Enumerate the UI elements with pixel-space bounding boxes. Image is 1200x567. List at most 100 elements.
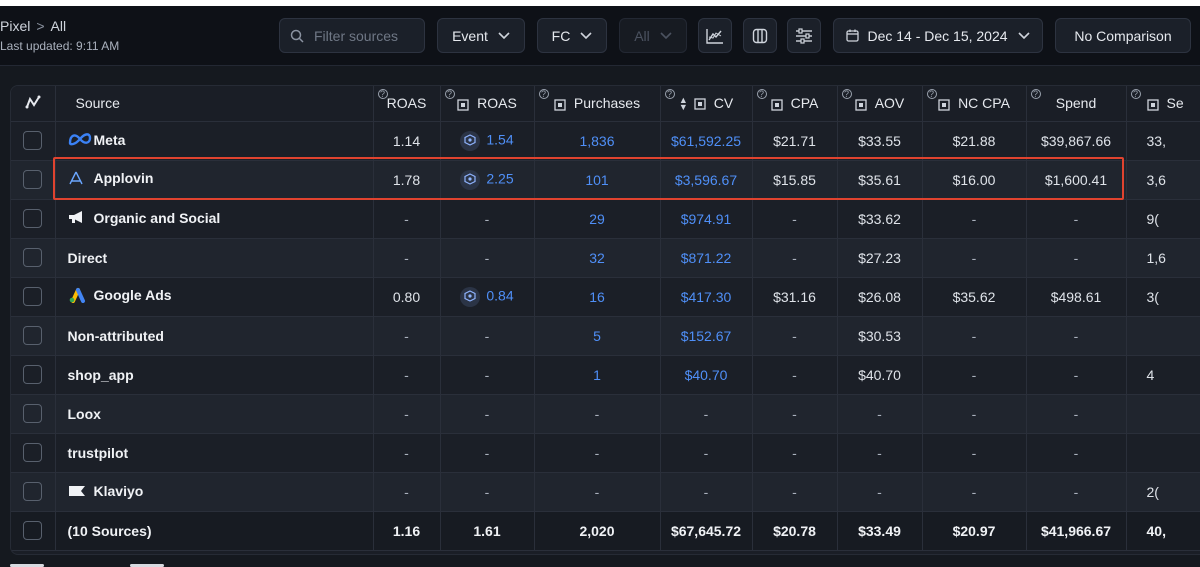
- total-roas-value: 1.16: [392, 522, 421, 539]
- purchases-cell[interactable]: 1: [534, 355, 661, 395]
- cpa-cell-value: -: [792, 483, 797, 500]
- column-header-nc-cpa[interactable]: ? NC CPA: [922, 86, 1027, 122]
- purchases-cell[interactable]: 101: [534, 160, 661, 200]
- checkbox[interactable]: [23, 287, 43, 306]
- settings-sliders-button[interactable]: [787, 18, 821, 53]
- row-checkbox[interactable]: [11, 238, 56, 278]
- purchases-cell[interactable]: 1,836: [534, 121, 661, 161]
- table-row[interactable]: Google Ads 0.80 0.84 16 $417.30 $31.16 $26.08 $…: [11, 277, 1200, 317]
- aov-cell: $33.55: [837, 121, 923, 161]
- column-header-cv[interactable]: ? ▲ ▼ CV: [660, 86, 753, 122]
- roas-model-cell: -: [440, 316, 535, 356]
- table-row[interactable]: Non-attributed - - 5 $152.67 - $30.53 - -: [11, 316, 1200, 356]
- se-cell: 33,: [1126, 121, 1200, 161]
- column-header-roas[interactable]: ? ROAS: [373, 86, 441, 122]
- fc-dropdown[interactable]: FC: [537, 18, 607, 53]
- purchases-cell[interactable]: 16: [534, 277, 661, 317]
- bottom-strip: [0, 555, 1200, 567]
- checkbox[interactable]: [23, 482, 43, 501]
- table-row[interactable]: Meta 1.14 1.54 1,836 $61,592.25 $21.71 $33.55 $…: [11, 121, 1200, 161]
- row-checkbox[interactable]: [11, 433, 56, 473]
- purchases-cell[interactable]: 5: [534, 316, 661, 356]
- cv-cell[interactable]: $974.91: [660, 199, 753, 239]
- calendar-icon: [846, 29, 860, 42]
- cv-cell[interactable]: $152.67: [660, 316, 753, 356]
- row-checkbox[interactable]: [11, 511, 56, 551]
- cv-cell[interactable]: $3,596.67: [660, 160, 753, 200]
- applovin-icon: [68, 171, 83, 185]
- date-range-picker[interactable]: Dec 14 - Dec 15, 2024: [833, 18, 1043, 53]
- source-cell[interactable]: Meta: [55, 121, 374, 161]
- table-row[interactable]: Direct - - 32 $871.22 - $27.23 - - 1,6: [11, 238, 1200, 278]
- source-cell[interactable]: Klaviyo: [55, 472, 374, 512]
- source-cell[interactable]: Non-attributed: [55, 316, 374, 356]
- cv-cell[interactable]: $871.22: [660, 238, 753, 278]
- source-cell[interactable]: shop_app: [55, 355, 374, 395]
- table-row[interactable]: Applovin 1.78 2.25 101 $3,596.67 $15.85 $35.61…: [11, 160, 1200, 200]
- checkbox[interactable]: [23, 365, 43, 384]
- roas-model-cell[interactable]: 0.84: [440, 277, 535, 317]
- checkbox[interactable]: [23, 131, 43, 150]
- table-row[interactable]: Organic and Social - - 29 $974.91 - $33.62 - - 9(: [11, 199, 1200, 239]
- table-row[interactable]: shop_app - - 1 $40.70 - $40.70 - - 4: [11, 355, 1200, 395]
- nc-cpa-cell: -: [922, 199, 1027, 239]
- row-checkbox[interactable]: [11, 316, 56, 356]
- checkbox[interactable]: [23, 521, 43, 540]
- header-graph-toggle[interactable]: [11, 86, 56, 122]
- checkbox[interactable]: [23, 404, 43, 423]
- source-cell[interactable]: Organic and Social: [55, 199, 374, 239]
- columns-button[interactable]: [743, 18, 777, 53]
- source-cell[interactable]: Loox: [55, 394, 374, 434]
- table-row[interactable]: Klaviyo - - - - - - - - 2(: [11, 472, 1200, 512]
- filter-sources-input[interactable]: Filter sources: [279, 18, 425, 53]
- table-row[interactable]: trustpilot - - - - - - - -: [11, 433, 1200, 473]
- column-header-roas-model[interactable]: ? ROAS: [440, 86, 535, 122]
- cpa-cell: -: [752, 433, 838, 473]
- spend-cell-value: -: [1073, 327, 1079, 344]
- source-cell[interactable]: Direct: [55, 238, 374, 278]
- roas-cell: -: [373, 433, 441, 473]
- column-header-purchases[interactable]: ? Purchases: [534, 86, 661, 122]
- column-header-cpa[interactable]: ? CPA: [752, 86, 838, 122]
- row-checkbox[interactable]: [11, 394, 56, 434]
- cv-cell[interactable]: $40.70: [660, 355, 753, 395]
- column-header-se[interactable]: ? Se: [1126, 86, 1200, 122]
- breadcrumb-separator: >: [36, 18, 45, 34]
- cv-cell[interactable]: $417.30: [660, 277, 753, 317]
- breadcrumb-root[interactable]: Pixel: [0, 18, 31, 34]
- row-checkbox[interactable]: [11, 472, 56, 512]
- checkbox[interactable]: [23, 326, 43, 345]
- column-header-aov[interactable]: ? AOV: [837, 86, 923, 122]
- model-icon: [770, 98, 783, 111]
- total-spend-cell: $41,966.67: [1026, 511, 1127, 551]
- chart-toggle-button[interactable]: [698, 18, 732, 53]
- column-header-source[interactable]: Source: [55, 86, 374, 122]
- checkbox[interactable]: [23, 209, 43, 228]
- roas-cell-value: -: [404, 483, 409, 500]
- nc-cpa-cell: $16.00: [922, 160, 1027, 200]
- roas-model-cell[interactable]: 2.25: [440, 160, 535, 200]
- row-checkbox[interactable]: [11, 355, 56, 395]
- row-checkbox[interactable]: [11, 277, 56, 317]
- checkbox[interactable]: [23, 443, 43, 462]
- source-cell[interactable]: Applovin: [55, 160, 374, 200]
- purchases-cell[interactable]: 32: [534, 238, 661, 278]
- row-checkbox[interactable]: [11, 121, 56, 161]
- purchases-cell[interactable]: 29: [534, 199, 661, 239]
- cv-cell[interactable]: $61,592.25: [660, 121, 753, 161]
- row-checkbox[interactable]: [11, 199, 56, 239]
- info-icon: ?: [664, 89, 675, 99]
- checkbox[interactable]: [23, 248, 43, 267]
- event-dropdown[interactable]: Event: [437, 18, 525, 53]
- table-row[interactable]: Loox - - - - - - - -: [11, 394, 1200, 434]
- column-header-spend[interactable]: ? Spend: [1026, 86, 1127, 122]
- all-dropdown[interactable]: All: [619, 18, 687, 53]
- source-cell[interactable]: Google Ads: [55, 277, 374, 317]
- checkbox[interactable]: [23, 170, 43, 189]
- cpa-cell-value: -: [792, 444, 797, 461]
- source-cell[interactable]: trustpilot: [55, 433, 374, 473]
- comparison-button[interactable]: No Comparison: [1055, 18, 1191, 53]
- model-icon: [855, 98, 867, 111]
- roas-model-cell[interactable]: 1.54: [440, 121, 535, 161]
- row-checkbox[interactable]: [11, 160, 56, 200]
